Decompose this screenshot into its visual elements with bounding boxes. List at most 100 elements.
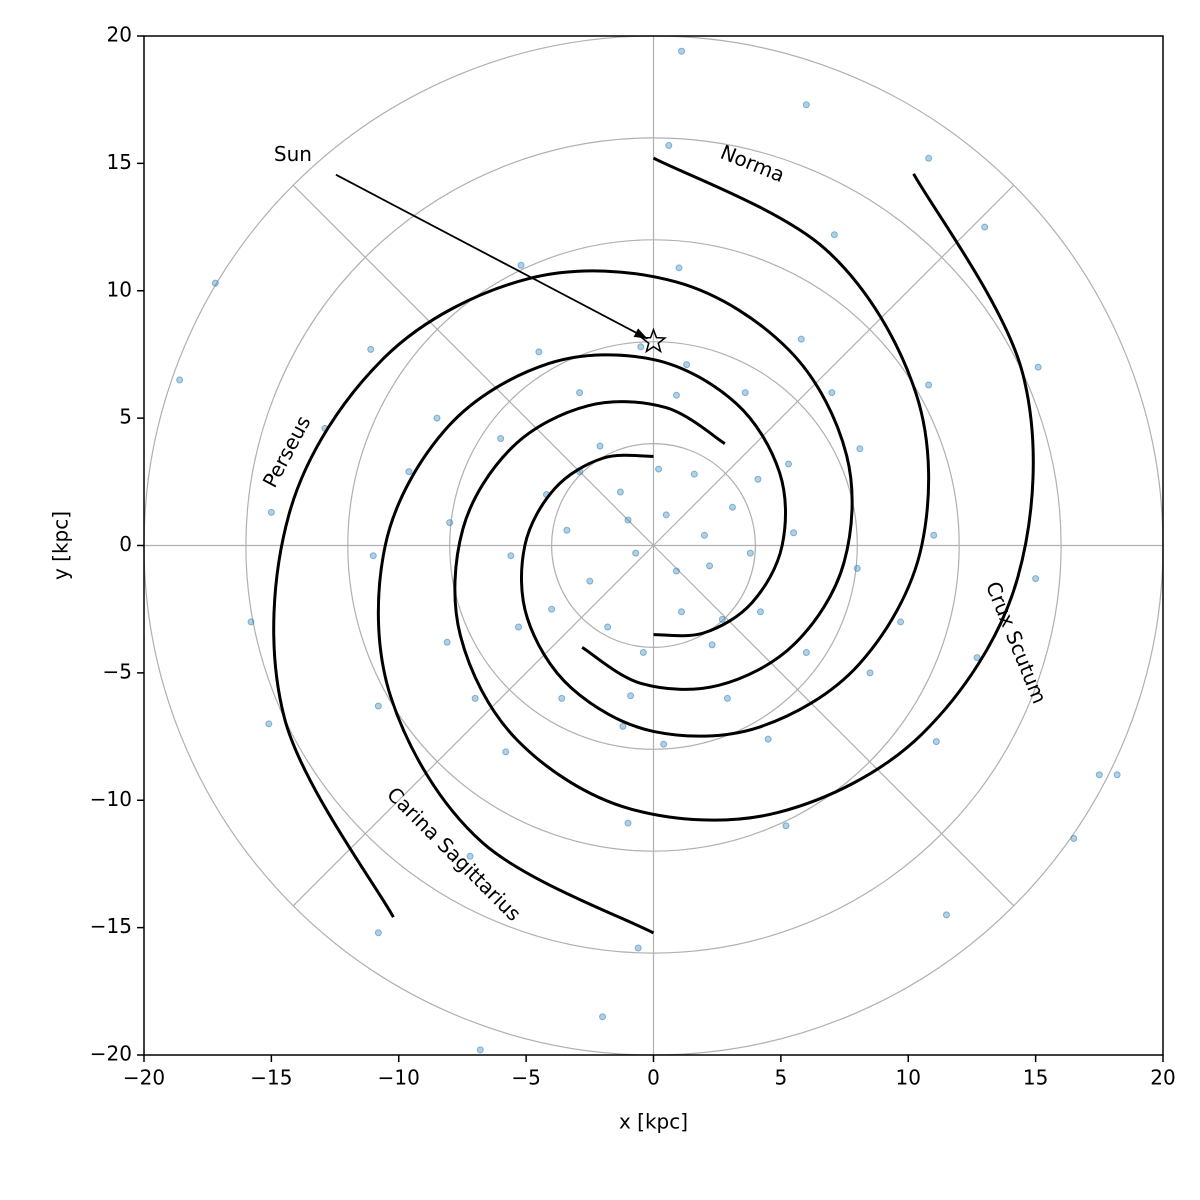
star-point: [830, 231, 838, 239]
star-point: [443, 638, 451, 646]
star-point: [514, 623, 522, 631]
grid-radial: [653, 184, 1015, 546]
star-point: [1113, 771, 1121, 779]
star-point: [604, 623, 612, 631]
y-tick-label: 5: [119, 405, 132, 429]
star-point: [932, 738, 940, 746]
y-axis-label: y [kpc]: [49, 511, 73, 580]
star-point: [897, 618, 905, 626]
star-point: [517, 261, 525, 269]
star-point: [632, 549, 640, 557]
y-tick-label: 20: [107, 23, 132, 47]
grid-radial: [653, 545, 1015, 907]
star-point: [596, 442, 604, 450]
star-point: [586, 577, 594, 585]
star-point: [662, 511, 670, 519]
star-point: [856, 445, 864, 453]
star-point: [563, 526, 571, 534]
star-point: [634, 944, 642, 952]
star-point: [1034, 363, 1042, 371]
star-point: [797, 335, 805, 343]
star-point: [706, 562, 714, 570]
sun-label: Sun: [274, 142, 312, 166]
x-tick-label: 5: [775, 1066, 788, 1090]
y-tick-label: 0: [119, 532, 132, 556]
star-point: [624, 516, 632, 524]
star-point: [660, 740, 668, 748]
spiral-arm: [272, 269, 854, 918]
star-point: [471, 694, 479, 702]
star-point: [741, 389, 749, 397]
grid-radial: [292, 184, 654, 546]
star-point: [672, 567, 680, 575]
star-point: [446, 519, 454, 527]
x-tick-label: 10: [896, 1066, 921, 1090]
y-tick-label: −20: [90, 1042, 132, 1066]
spiral-arms: [272, 156, 1035, 935]
star-point: [728, 503, 736, 511]
star-point: [267, 508, 275, 516]
star-point: [637, 343, 645, 351]
star-point: [497, 435, 505, 443]
star-point: [672, 391, 680, 399]
y-tick-label: 10: [107, 277, 132, 301]
star-point: [476, 1046, 484, 1054]
star-point: [782, 822, 790, 830]
star-point: [639, 648, 647, 656]
star-point: [599, 1013, 607, 1021]
arm-label: Perseus: [258, 412, 316, 492]
star-point: [756, 608, 764, 616]
star-point: [678, 47, 686, 55]
spiral-arm: [376, 353, 788, 935]
x-axis-label: x [kpc]: [619, 1110, 688, 1134]
star-point: [548, 605, 556, 613]
spiral-arm: [519, 156, 931, 738]
star-point: [678, 608, 686, 616]
star-point: [619, 722, 627, 730]
star-point: [1070, 834, 1078, 842]
star-point: [925, 154, 933, 162]
x-tick-label: 20: [1150, 1066, 1175, 1090]
sun-marker: [640, 327, 667, 354]
star-point: [930, 531, 938, 539]
x-tick-label: 0: [647, 1066, 660, 1090]
star-point: [1095, 771, 1103, 779]
spiral-arm: [453, 173, 1035, 822]
star-point: [374, 929, 382, 937]
star-point: [367, 345, 375, 353]
x-tick-label: −15: [250, 1066, 292, 1090]
star-point: [754, 475, 762, 483]
y-tick-label: −5: [103, 659, 132, 683]
star-point: [981, 223, 989, 231]
star-point: [576, 389, 584, 397]
star-point: [942, 911, 950, 919]
star-point: [718, 615, 726, 623]
star-point: [828, 389, 836, 397]
star-point: [507, 552, 515, 560]
star-point: [690, 470, 698, 478]
grid-radial: [292, 545, 654, 907]
star-point: [853, 564, 861, 572]
star-point: [683, 361, 691, 369]
star-point: [708, 641, 716, 649]
star-point: [265, 720, 273, 728]
star-point: [665, 142, 673, 150]
star-point: [764, 735, 772, 743]
x-tick-label: −5: [511, 1066, 540, 1090]
star-point: [433, 414, 441, 422]
star-point: [790, 529, 798, 537]
star-point: [785, 460, 793, 468]
arm-label: Carina Sagittarius: [382, 782, 526, 926]
star-point: [247, 618, 255, 626]
star-point: [627, 692, 635, 700]
star-point: [405, 468, 413, 476]
star-point: [973, 654, 981, 662]
star-point: [1032, 575, 1040, 583]
star-point: [616, 488, 624, 496]
x-tick-label: 15: [1023, 1066, 1048, 1090]
star-point: [866, 669, 874, 677]
star-point: [176, 376, 184, 384]
star-point: [558, 694, 566, 702]
star-point: [466, 852, 474, 860]
